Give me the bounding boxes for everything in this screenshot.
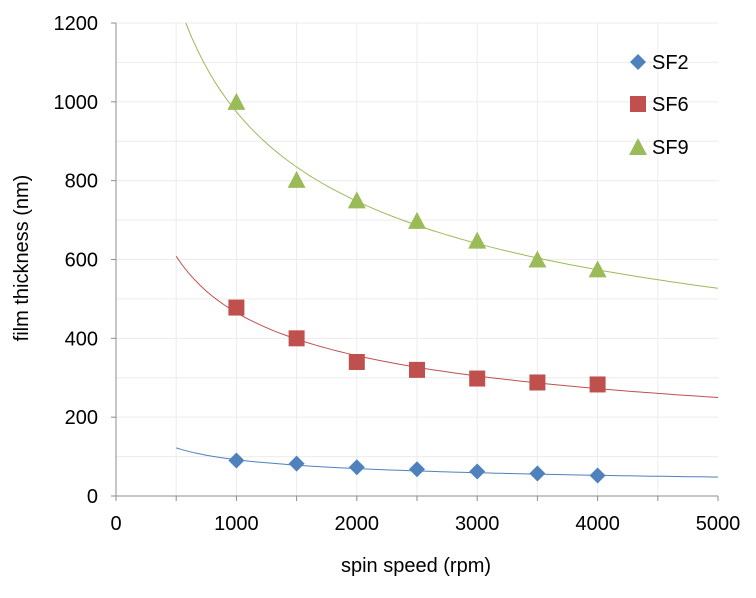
point-sf9 <box>588 260 607 278</box>
x-tick-label: 3000 <box>455 513 500 535</box>
y-tick-label: 200 <box>65 407 98 429</box>
tick-labels: 0 1000 2000 3000 4000 5000 0 200 400 600 800 1000 12… <box>54 13 741 535</box>
point-sf6 <box>589 376 606 393</box>
trendline-sf6 <box>175 256 719 398</box>
point-sf9 <box>347 191 366 209</box>
point-sf6 <box>469 370 486 387</box>
point-sf2 <box>589 467 606 484</box>
legend-marker-sf9 <box>629 138 647 155</box>
point-sf2 <box>409 461 425 478</box>
grid <box>116 22 718 496</box>
point-sf6 <box>348 353 365 370</box>
y-tick-label: 1000 <box>54 92 99 114</box>
point-sf6 <box>228 299 245 316</box>
point-sf9 <box>227 92 246 110</box>
point-sf2 <box>348 459 365 476</box>
point-sf2 <box>288 455 305 472</box>
x-tick-label: 2000 <box>335 513 380 535</box>
legend-marker-sf2 <box>630 54 646 70</box>
data-points <box>227 92 607 484</box>
point-sf2 <box>228 452 245 469</box>
point-sf2 <box>469 463 486 480</box>
legend-label-sf6: SF6 <box>652 94 689 116</box>
trendline-sf2 <box>176 447 719 478</box>
point-sf6 <box>409 361 425 378</box>
trendlines <box>175 22 719 478</box>
legend-label-sf9: SF9 <box>652 137 689 159</box>
x-axis-title: spin speed (rpm) <box>341 555 491 577</box>
trendline-sf9 <box>185 22 719 289</box>
legend-marker-sf6 <box>630 96 646 112</box>
point-sf6 <box>529 374 546 391</box>
y-tick-label: 400 <box>65 328 98 350</box>
x-tick-label: 4000 <box>575 513 620 535</box>
point-sf9 <box>287 170 306 188</box>
y-tick-label: 600 <box>65 250 98 272</box>
y-tick-label: 1200 <box>54 13 99 35</box>
x-tick-label: 1000 <box>214 513 259 535</box>
legend: SF2 SF6 SF9 <box>629 52 689 159</box>
point-sf6 <box>288 330 305 347</box>
x-tick-label: 0 <box>110 513 121 535</box>
point-sf9 <box>408 211 426 229</box>
legend-label-sf2: SF2 <box>652 52 689 74</box>
point-sf2 <box>529 465 546 482</box>
point-sf9 <box>468 231 487 249</box>
x-tick-label: 5000 <box>696 513 741 535</box>
y-axis-title: film thickness (nm) <box>11 175 33 342</box>
y-tick-label: 800 <box>65 171 98 193</box>
point-sf9 <box>528 250 547 268</box>
y-tick-label: 0 <box>87 486 98 508</box>
axes <box>111 22 719 501</box>
